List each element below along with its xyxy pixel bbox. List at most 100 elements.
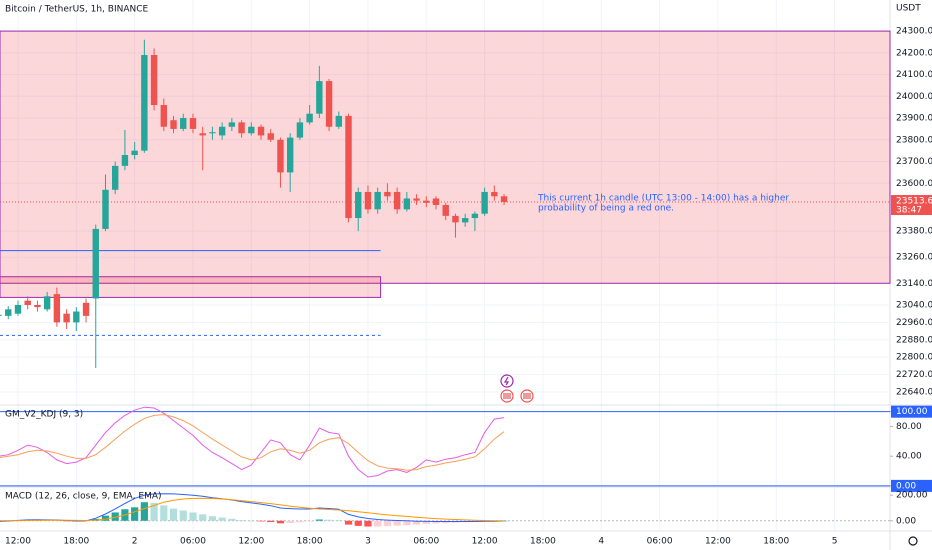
histogram-bar xyxy=(335,520,343,521)
x-tick-label: 06:00 xyxy=(413,537,439,547)
pane-title: GM_V2_KDJ (9, 3) xyxy=(5,410,83,420)
indicator-line xyxy=(0,497,505,522)
candle-body xyxy=(92,228,99,299)
candle-body xyxy=(189,118,197,129)
candle-body xyxy=(481,191,488,214)
pane-title: MACD (12, 26, close, 9, EMA, EMA) xyxy=(5,492,162,502)
histogram-bar xyxy=(286,520,294,524)
candle-body xyxy=(160,105,168,127)
histogram-bar xyxy=(257,520,265,522)
annotation: This current 1h candle (UTC 13:00 - 14:0… xyxy=(537,194,789,204)
settings-icon[interactable] xyxy=(908,536,918,546)
last-price-label: 23513.65 xyxy=(896,197,932,207)
histogram-bar xyxy=(218,517,226,521)
candle-body xyxy=(63,313,70,323)
histogram-bar xyxy=(160,505,168,521)
candle-body xyxy=(150,55,158,105)
histogram-bar xyxy=(315,519,323,521)
y-tick-label: 0.00 xyxy=(896,516,916,526)
x-tick-label: 12:00 xyxy=(472,537,498,547)
histogram-bar xyxy=(101,515,110,521)
candle-body xyxy=(199,133,206,136)
y-tick-label: 40.00 xyxy=(896,452,922,462)
indicator-line xyxy=(0,406,505,478)
x-tick-label: 3 xyxy=(365,537,371,547)
candle-body xyxy=(228,122,236,127)
candle-body xyxy=(393,191,401,210)
candle-body xyxy=(500,196,508,203)
x-tick-label: 18:00 xyxy=(297,537,323,547)
histogram-bar xyxy=(228,518,236,521)
candle-body xyxy=(53,294,61,323)
candle-body xyxy=(355,191,362,219)
candle-body xyxy=(121,155,129,166)
y-tick-label: 24300.00 xyxy=(896,27,932,37)
candle-body xyxy=(403,198,411,210)
annotation: probability of being a red one. xyxy=(538,204,674,214)
candle-body xyxy=(5,309,12,316)
histogram-bar xyxy=(344,520,353,525)
candle-body xyxy=(296,122,304,138)
x-tick-label: 06:00 xyxy=(647,537,673,547)
histogram-bar xyxy=(276,520,285,524)
candle-body xyxy=(0,314,2,316)
histogram-bar xyxy=(150,502,158,521)
x-tick-label: 06:00 xyxy=(180,537,206,547)
price-zone xyxy=(0,30,891,284)
y-tick-label: 200.00 xyxy=(896,491,928,501)
y-tick-label: 23600.00 xyxy=(896,179,932,189)
y-tick-label: 22720.00 xyxy=(896,370,932,380)
histogram-bar xyxy=(432,520,440,524)
histogram-bar xyxy=(393,520,401,526)
candle-body xyxy=(267,133,274,140)
y-tick-label: 23260.00 xyxy=(896,253,932,263)
candle-body xyxy=(257,126,265,136)
x-tick-label: 18:00 xyxy=(763,537,789,547)
candle-body xyxy=(43,296,51,310)
candle-body xyxy=(102,189,109,229)
histogram-bar xyxy=(325,519,333,521)
y-tick-label: 22880.00 xyxy=(896,335,932,345)
histogram-bar xyxy=(403,520,411,526)
histogram-bar xyxy=(247,520,255,522)
candle-body xyxy=(491,191,498,197)
y-tick-label: 24100.00 xyxy=(896,70,932,80)
y-tick-label: 24200.00 xyxy=(896,48,932,58)
candle-body xyxy=(218,126,226,136)
y-tick-label: 22960.00 xyxy=(896,318,932,328)
x-tick-label: 12:00 xyxy=(5,537,31,547)
candle-body xyxy=(34,305,41,308)
histogram-bar xyxy=(306,520,314,522)
y-tick-label: 22640.00 xyxy=(896,387,932,397)
pane-title: Bitcoin / TetherUS, 1h, BINANCE xyxy=(5,5,149,15)
candle-body xyxy=(111,165,119,190)
candle-body xyxy=(286,137,294,173)
y-tick-label: 0.00 xyxy=(896,481,916,491)
candle-body xyxy=(24,300,31,305)
histogram-bar xyxy=(422,520,430,524)
candle-body xyxy=(14,305,22,314)
histogram-bar xyxy=(364,520,372,527)
x-tick-label: 2 xyxy=(132,537,138,547)
y-tick-label: 23700.00 xyxy=(896,157,932,167)
histogram-bar xyxy=(189,512,197,521)
candle-body xyxy=(82,302,90,316)
histogram-bar xyxy=(267,520,275,523)
y-tick-label: 100.00 xyxy=(896,407,928,417)
x-tick-label: 5 xyxy=(832,537,838,547)
y-tick-label: 80.00 xyxy=(896,422,922,432)
x-tick-label: 18:00 xyxy=(63,537,89,547)
candle-body xyxy=(277,139,284,173)
histogram-bar xyxy=(179,510,187,521)
candle-body xyxy=(423,200,430,203)
histogram-bar xyxy=(383,520,392,527)
candle-body xyxy=(238,122,245,134)
marks-layer xyxy=(0,39,508,527)
x-tick-label: 12:00 xyxy=(705,537,731,547)
histogram-bar xyxy=(199,514,207,521)
histogram-bar xyxy=(374,520,382,527)
candle-body xyxy=(170,120,177,129)
histogram-bar xyxy=(140,502,148,521)
y-tick-label: 23900.00 xyxy=(896,114,932,124)
